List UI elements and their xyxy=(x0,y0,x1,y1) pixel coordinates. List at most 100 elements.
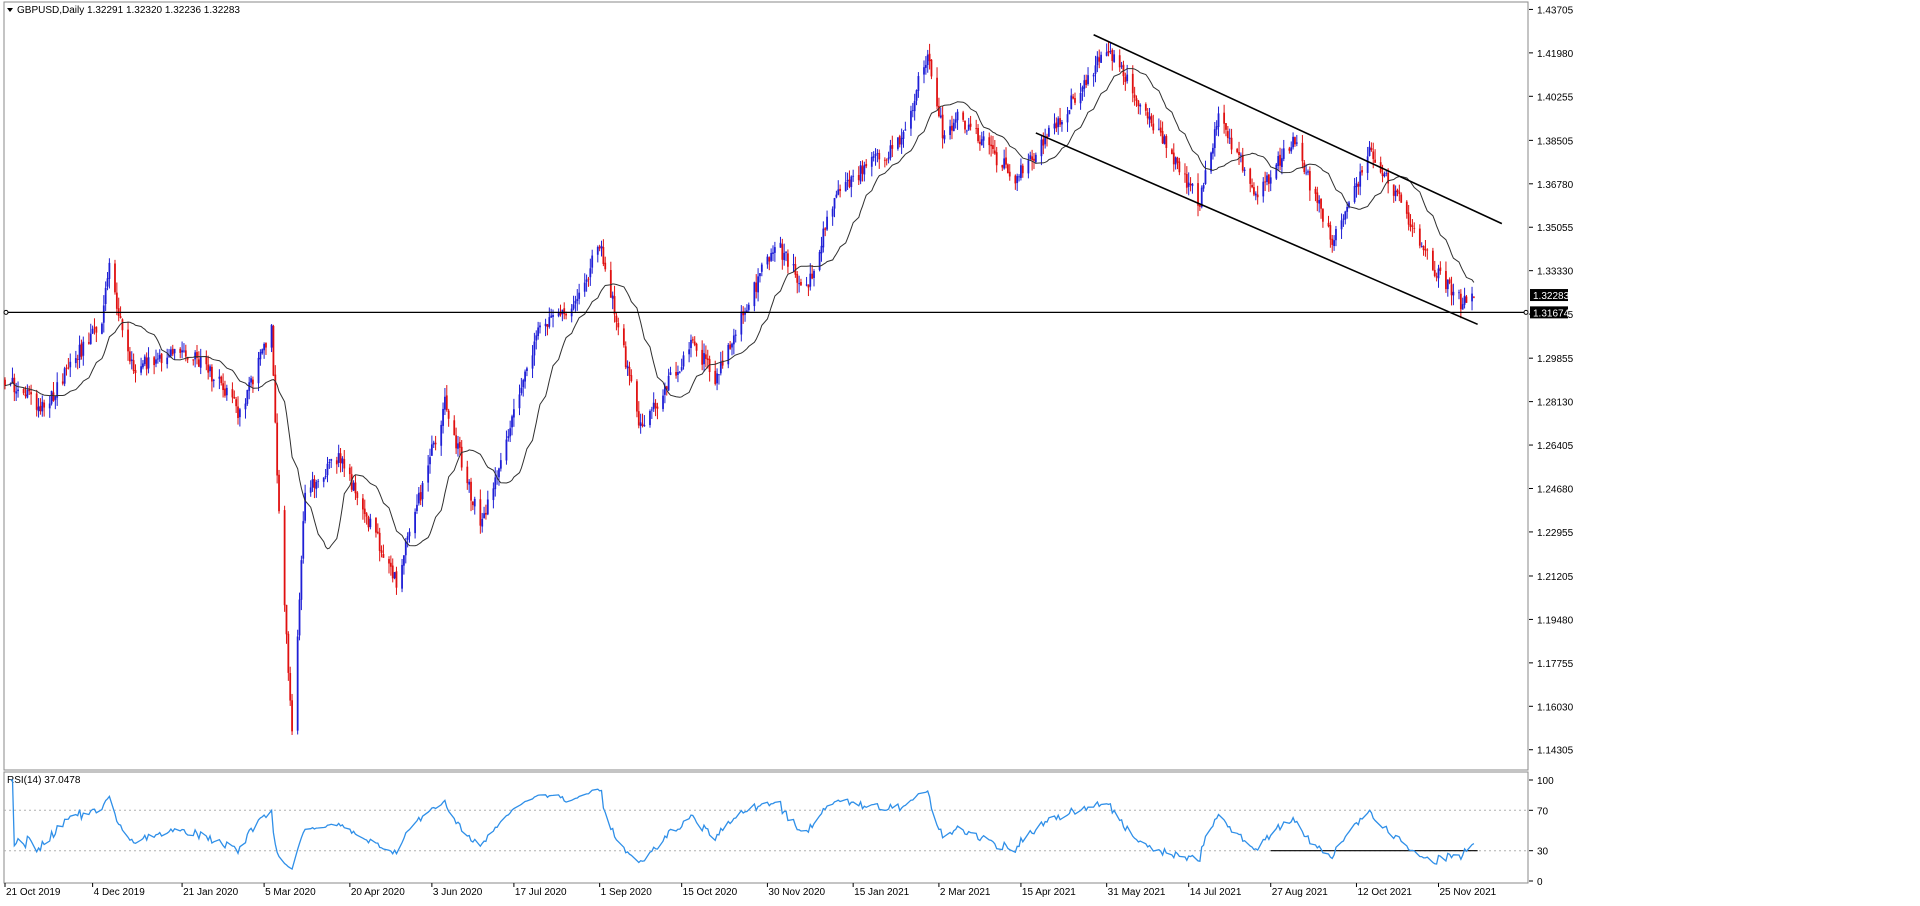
candle-body xyxy=(156,358,159,360)
candle-body xyxy=(622,328,625,346)
candle-body xyxy=(375,517,377,533)
candle-body xyxy=(1368,146,1371,157)
candle-body xyxy=(1308,171,1311,191)
candle-body xyxy=(1059,118,1061,125)
candle-body xyxy=(656,406,659,409)
candle-body xyxy=(142,363,144,368)
candle-body xyxy=(324,475,327,478)
candle-body xyxy=(1047,127,1050,137)
candle-body xyxy=(852,175,855,177)
candle-body xyxy=(1135,98,1138,101)
candle-body xyxy=(911,110,914,111)
candle-body xyxy=(678,371,681,373)
candle-body xyxy=(742,311,745,316)
candle-body xyxy=(458,441,461,448)
candle-body xyxy=(688,349,691,355)
candle-body xyxy=(155,359,157,364)
candle-body xyxy=(643,425,646,427)
candle-body xyxy=(1437,268,1440,279)
candle-body xyxy=(531,355,534,369)
candle-body xyxy=(171,348,174,355)
candle-body xyxy=(432,442,435,445)
price-tick-label: 1.35055 xyxy=(1537,223,1574,234)
candle-body xyxy=(876,153,879,155)
time-tick-label: 5 Mar 2020 xyxy=(265,887,316,898)
candle-body xyxy=(1348,202,1350,208)
candle-body xyxy=(982,136,985,141)
candle-body xyxy=(1267,174,1270,184)
candle-body xyxy=(835,194,838,198)
candle-body xyxy=(537,327,540,337)
candle-body xyxy=(1046,136,1048,138)
candle-body xyxy=(300,560,303,600)
candle-body xyxy=(1044,136,1047,145)
candle-body xyxy=(507,436,510,439)
symbol-menu-arrow-icon[interactable] xyxy=(7,8,13,12)
candle-body xyxy=(315,481,318,490)
rsi-tick-label: 70 xyxy=(1537,806,1549,817)
candle-body xyxy=(1307,171,1309,173)
candle-body xyxy=(218,376,221,379)
candle-body xyxy=(391,565,394,579)
candle-body xyxy=(859,165,862,182)
candle-body xyxy=(1254,193,1257,196)
candle-body xyxy=(233,397,236,399)
candle-body xyxy=(848,179,851,187)
candle-body xyxy=(624,346,627,368)
candle-body xyxy=(667,375,670,391)
candle-body xyxy=(1148,116,1151,120)
price-tick-label: 1.22955 xyxy=(1537,528,1574,539)
candle-body xyxy=(1092,74,1095,77)
candle-body xyxy=(964,120,966,130)
candle-body xyxy=(1212,147,1214,154)
candle-body xyxy=(1249,168,1252,184)
candle-body xyxy=(87,342,90,344)
candle-body xyxy=(352,482,355,491)
candle-body xyxy=(663,385,666,395)
candle-body xyxy=(524,371,526,382)
candle-body xyxy=(1329,225,1332,240)
candle-body xyxy=(1087,75,1089,84)
time-tick-label: 21 Oct 2019 xyxy=(6,887,61,898)
candle-body xyxy=(416,504,418,511)
candle-body xyxy=(703,353,705,365)
candle-body xyxy=(1008,171,1011,177)
candle-body xyxy=(652,402,655,410)
candle-body xyxy=(235,399,238,407)
candle-body xyxy=(278,474,280,512)
candle-body xyxy=(779,242,782,248)
candle-body xyxy=(1021,165,1024,174)
candle-body xyxy=(179,348,182,353)
candle-body xyxy=(37,406,40,412)
candle-body xyxy=(184,350,187,357)
candle-body xyxy=(993,150,996,154)
candle-body xyxy=(641,423,644,426)
candle-body xyxy=(356,492,359,498)
candle-body xyxy=(317,480,320,482)
candle-body xyxy=(926,54,929,66)
candle-body xyxy=(1385,173,1388,174)
candle-body xyxy=(1137,100,1140,106)
candle-body xyxy=(348,467,351,475)
candle-body xyxy=(1459,293,1462,310)
candle-body xyxy=(949,126,951,135)
candle-body xyxy=(382,554,385,558)
candle-body xyxy=(951,125,953,131)
candle-body xyxy=(1405,201,1408,214)
candle-body xyxy=(731,343,733,348)
candle-body xyxy=(121,319,124,331)
candle-body xyxy=(408,531,411,537)
candle-body xyxy=(328,462,331,463)
candle-body xyxy=(380,550,383,553)
candle-body xyxy=(706,358,709,361)
candle-body xyxy=(589,268,592,278)
candle-body xyxy=(1400,194,1403,203)
candle-body xyxy=(1435,276,1438,278)
candle-body xyxy=(574,300,577,304)
candle-body xyxy=(1266,175,1268,182)
candle-body xyxy=(1305,172,1308,174)
candle-body xyxy=(494,477,497,490)
candle-body xyxy=(35,393,38,410)
candle-body xyxy=(499,460,502,469)
